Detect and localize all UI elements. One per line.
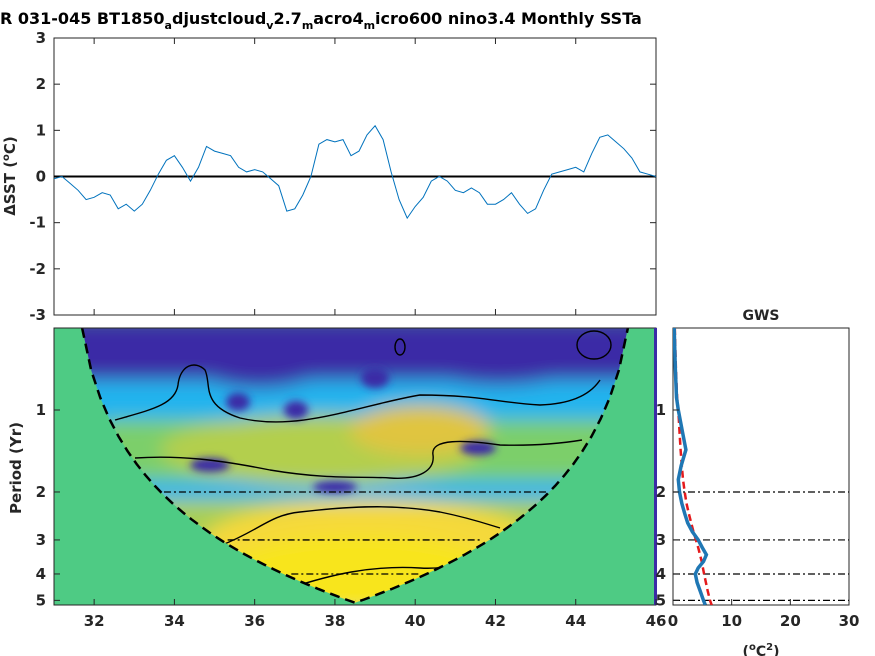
timeseries-panel: -3 -2 -1 0 1 2 3 ΔSST (oC) (1, 29, 657, 324)
significance-contours (114, 330, 612, 589)
wavelet-xtick-label: 46 (646, 612, 667, 630)
period-tick-label: 2 (36, 483, 46, 501)
gws-panel: GWS 0 10 20 30 1 2 3 4 5 (oC2) (656, 308, 860, 656)
gws-period-label: 4 (656, 565, 666, 583)
wavelet-xtick-label: 42 (485, 612, 506, 630)
wavelet-xtick-label: 38 (324, 612, 345, 630)
period-tick-label: 4 (36, 565, 46, 583)
ytick-label: 2 (36, 75, 46, 93)
gws-power-curve (673, 328, 709, 605)
ytick-label: -3 (29, 306, 46, 324)
timeseries-ylabel: ΔSST (oC) (1, 136, 19, 216)
gws-period-label: 2 (656, 483, 666, 501)
period-tick-label: 3 (36, 531, 46, 549)
gws-xtick-label: 30 (839, 612, 860, 630)
gws-axes-box (672, 327, 850, 606)
gws-xtick-label: 20 (780, 612, 801, 630)
colorbar-edge (654, 328, 657, 605)
wavelet-xtick-label: 36 (244, 612, 265, 630)
wavelet-xtick-label: 44 (565, 612, 586, 630)
gws-xlabel: (oC2) (743, 642, 780, 656)
wavelet-period-lines (163, 491, 547, 575)
wavelet-xtick-label: 34 (164, 612, 185, 630)
gws-title: GWS (742, 308, 779, 324)
ytick-label: -2 (29, 260, 46, 278)
wavelet-xtick-label: 32 (84, 612, 105, 630)
gws-period-lines (673, 491, 849, 601)
sst-anomaly-line (54, 124, 656, 220)
ytick-label: -1 (29, 214, 46, 232)
gws-ticks: 0 10 20 30 1 2 3 4 5 (656, 401, 860, 630)
gws-xtick-label: 10 (721, 612, 742, 630)
period-tick-label: 5 (36, 591, 46, 609)
wavelet-xtick-label: 40 (405, 612, 426, 630)
gws-period-label: 5 (656, 591, 666, 609)
ytick-label: 0 (36, 168, 46, 186)
timeseries-ticks: -3 -2 -1 0 1 2 3 (29, 29, 657, 324)
ytick-label: 1 (36, 121, 46, 139)
ytick-label: 3 (36, 29, 46, 47)
gws-period-label: 3 (656, 531, 666, 549)
figure-title: R 031-045 BT1850adjustcloudv2.7macro4mic… (0, 9, 642, 32)
gws-xtick-label: 0 (668, 612, 678, 630)
gws-period-label: 1 (656, 401, 666, 419)
wavelet-ylabel: Period (Yr) (7, 422, 25, 514)
period-tick-label: 1 (36, 401, 46, 419)
